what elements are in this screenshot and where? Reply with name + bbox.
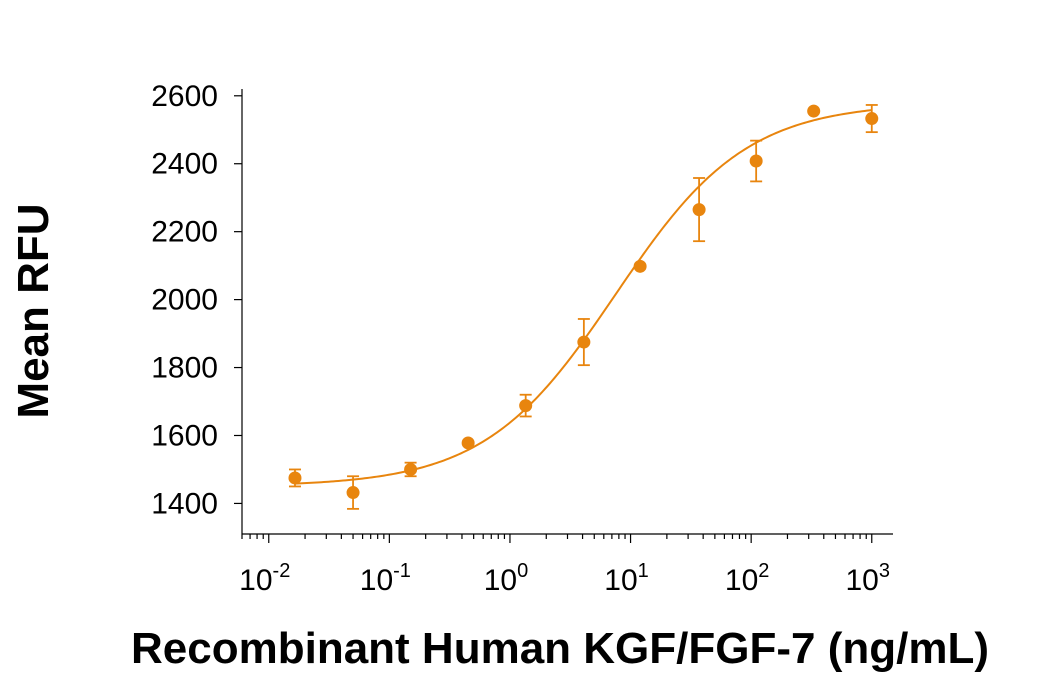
- data-point: [288, 471, 302, 485]
- x-tick-label: 10-2: [239, 560, 290, 597]
- data-point: [807, 104, 821, 118]
- data-point: [461, 436, 475, 450]
- data-point-layer: [288, 104, 879, 500]
- y-tick-label: 2200: [151, 216, 218, 249]
- x-tick-label: 103: [846, 560, 891, 597]
- y-tick-label: 2600: [151, 80, 218, 113]
- x-tick-label: 102: [725, 560, 770, 597]
- y-tick-label: 2400: [151, 148, 218, 181]
- data-point: [692, 203, 706, 217]
- fit-curve-layer: [294, 109, 872, 485]
- x-tick-label: 10-1: [360, 560, 411, 597]
- y-tick-label: 1800: [151, 352, 218, 385]
- y-axis: 1400 1600 1800 2000 2200 2400 2600: [151, 80, 243, 534]
- data-point: [749, 154, 763, 168]
- error-bar-layer: [288, 104, 878, 510]
- data-point: [577, 335, 591, 349]
- data-point: [346, 486, 360, 500]
- data-point: [519, 399, 533, 413]
- data-point: [404, 462, 418, 476]
- x-axis-title: Recombinant Human KGF/FGF-7 (ng/mL): [131, 624, 989, 673]
- x-tick-label: 101: [604, 560, 649, 597]
- data-point: [865, 112, 879, 126]
- fit-curve: [294, 109, 872, 485]
- x-axis: 10-2 10-1 100 101 102 103: [239, 533, 893, 597]
- y-tick-label: 2000: [151, 284, 218, 317]
- x-tick-label: 100: [484, 560, 529, 597]
- y-axis-title: Mean RFU: [9, 203, 58, 418]
- y-tick-label: 1600: [151, 419, 218, 452]
- data-point: [633, 259, 647, 273]
- y-tick-label: 1400: [151, 487, 218, 520]
